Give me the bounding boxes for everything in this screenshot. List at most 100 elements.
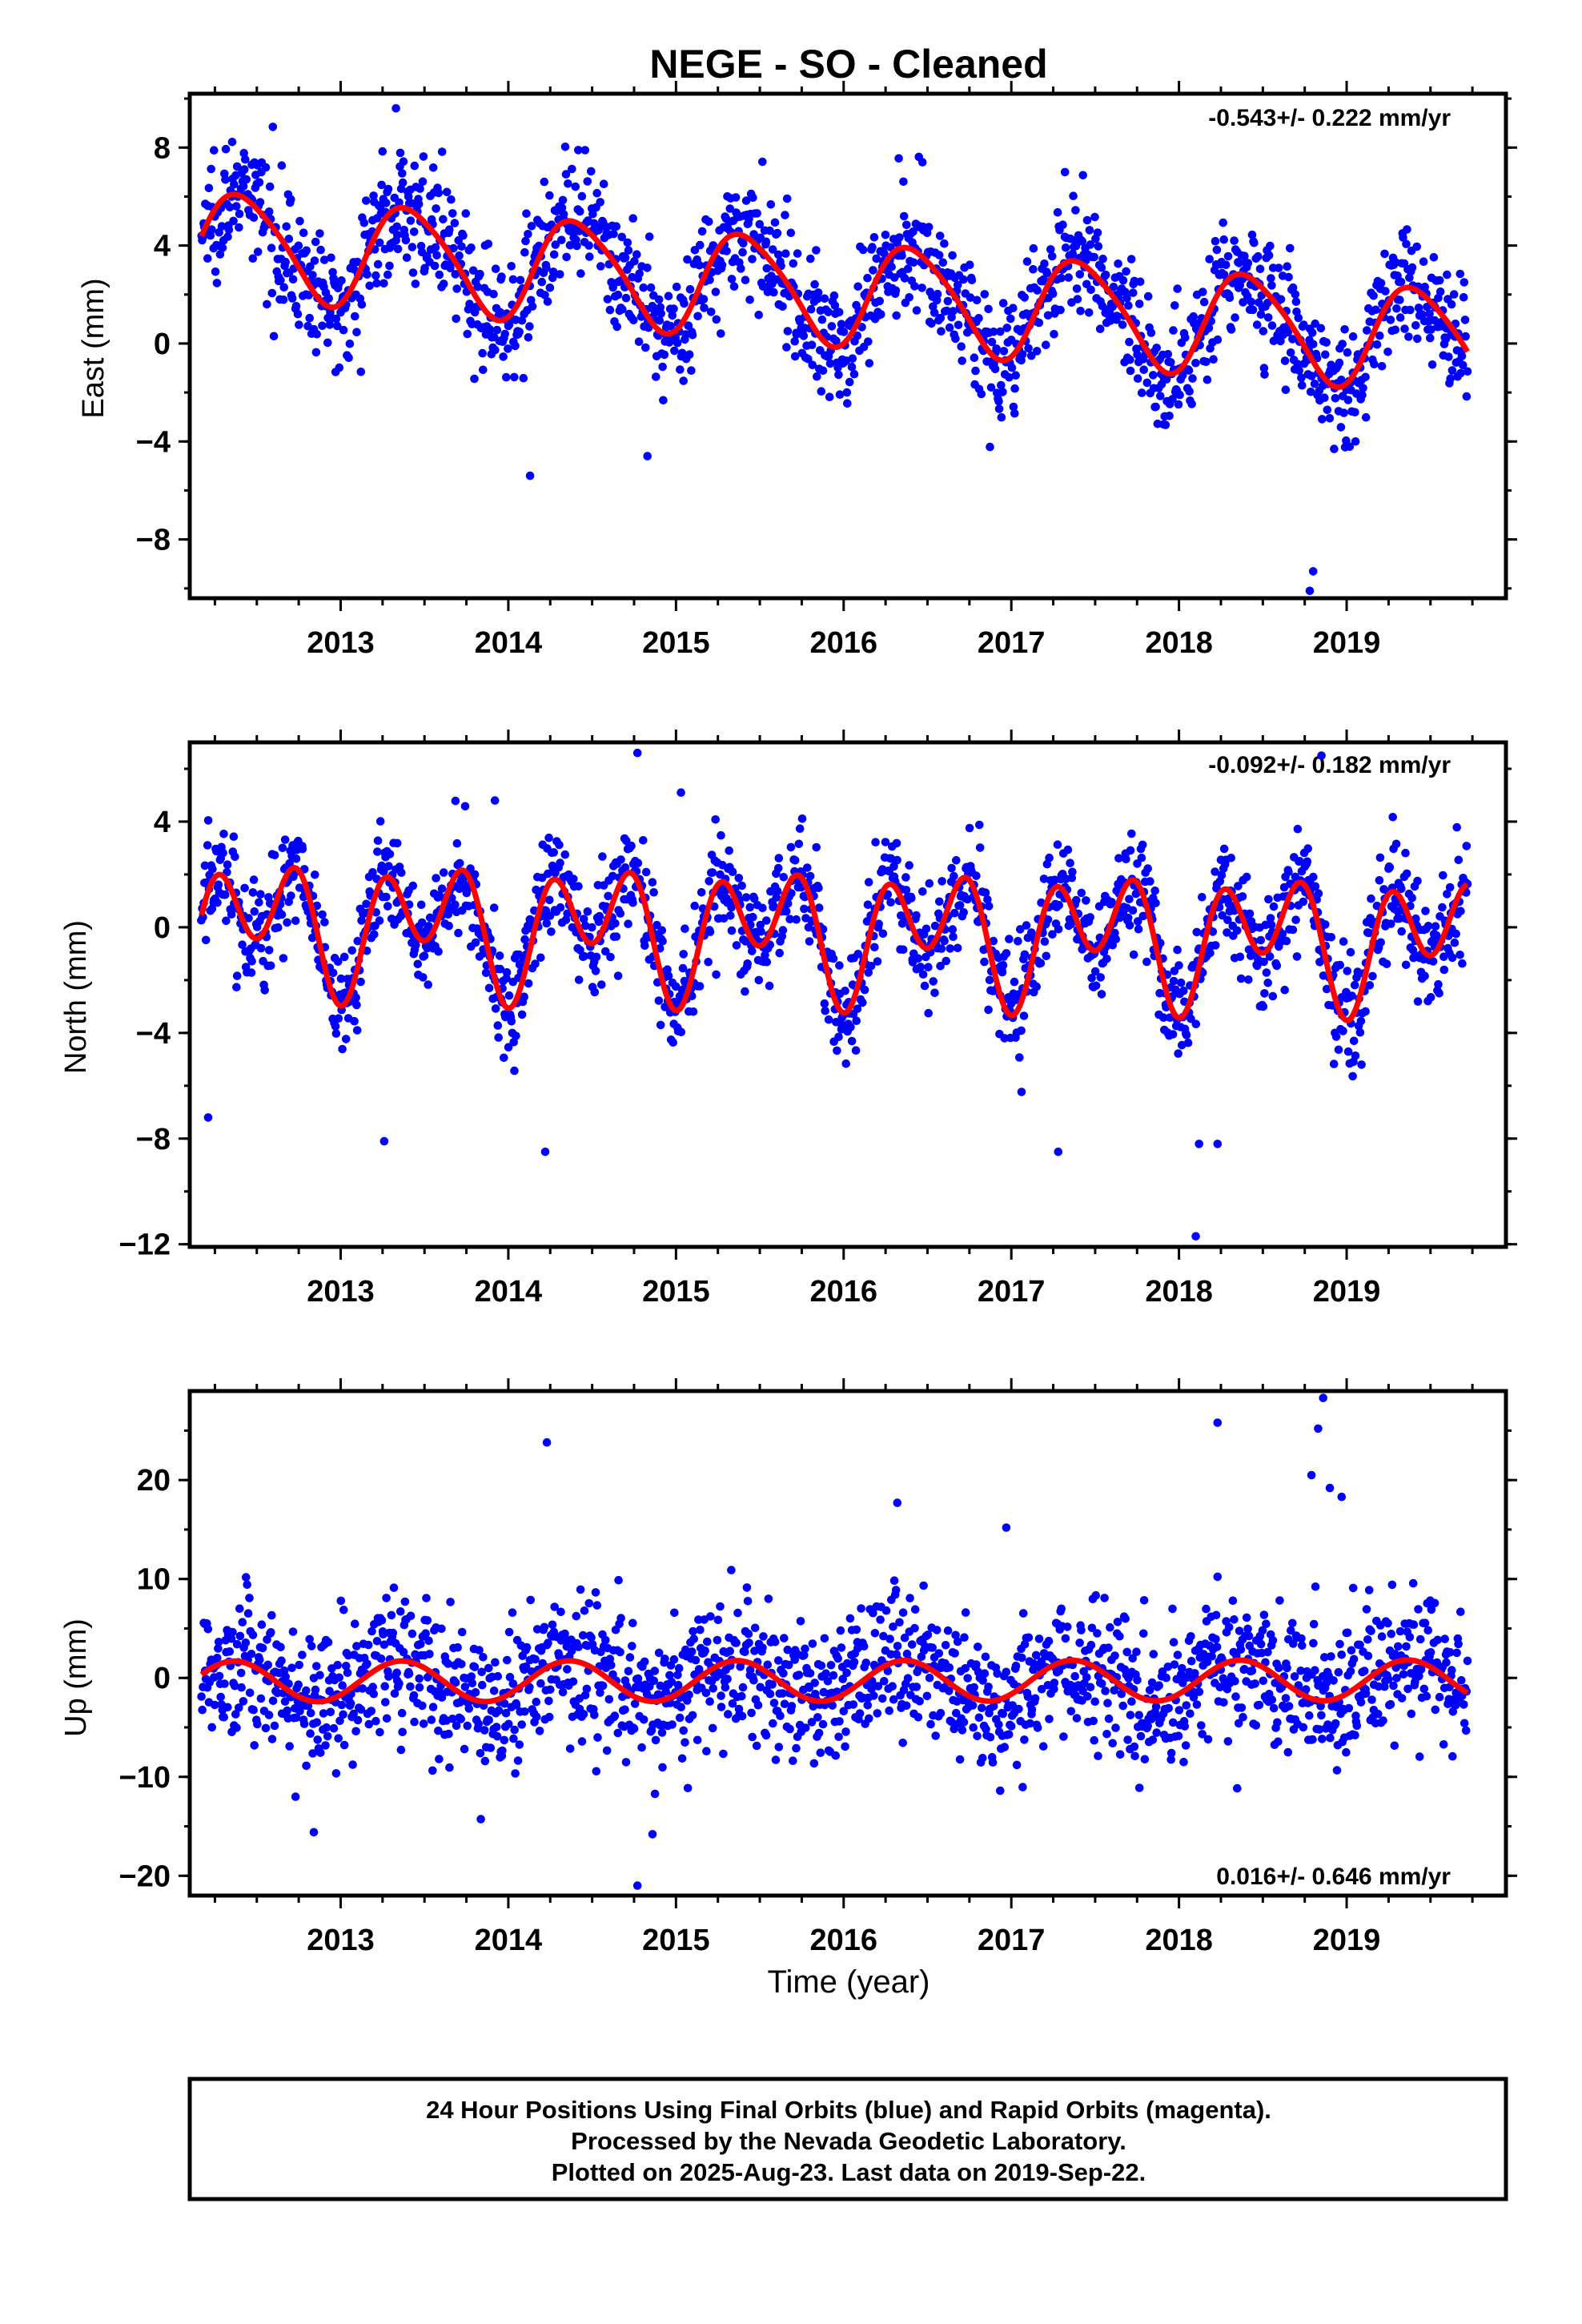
data-point <box>311 870 319 879</box>
data-point <box>437 1624 446 1634</box>
data-point <box>247 968 256 977</box>
data-point <box>960 1633 969 1642</box>
data-point <box>1264 251 1274 260</box>
data-point <box>1066 858 1074 867</box>
y-tick-label: 8 <box>154 131 171 165</box>
data-point <box>1082 215 1092 225</box>
data-point <box>649 1676 659 1686</box>
data-point <box>1038 1742 1048 1751</box>
data-point <box>1311 882 1320 891</box>
data-point <box>790 856 800 865</box>
data-point <box>294 241 303 251</box>
data-point <box>984 902 994 911</box>
data-point <box>689 1634 698 1643</box>
data-point <box>583 177 592 186</box>
data-point <box>1068 249 1078 259</box>
data-point <box>1343 348 1352 357</box>
data-point <box>1169 976 1178 986</box>
data-point <box>336 974 346 983</box>
data-point <box>1316 324 1326 333</box>
data-point <box>207 225 216 235</box>
data-point <box>348 1760 357 1769</box>
data-point <box>708 868 717 877</box>
data-point <box>812 246 821 255</box>
data-point <box>347 946 357 955</box>
data-point <box>927 319 936 328</box>
up-panel: Up (mm) 0.016+/- 0.646 mm/yr 20100−10−20… <box>59 1378 1517 1957</box>
data-point <box>731 193 741 202</box>
outlier-point <box>632 748 642 758</box>
data-point <box>1104 1714 1114 1723</box>
data-point <box>1351 408 1359 417</box>
data-point <box>1156 392 1165 400</box>
data-point <box>351 1619 359 1628</box>
data-point <box>1106 1622 1114 1632</box>
data-point <box>545 283 555 292</box>
data-point <box>924 963 933 971</box>
data-point <box>1072 284 1082 293</box>
data-point <box>392 838 402 848</box>
data-point <box>748 947 757 955</box>
data-point <box>630 1699 640 1708</box>
data-point <box>1423 303 1431 312</box>
data-point <box>666 321 675 331</box>
data-point <box>1057 1604 1066 1614</box>
data-point <box>321 1741 330 1750</box>
data-point <box>870 1629 880 1638</box>
data-point <box>892 838 901 848</box>
data-point <box>1320 393 1329 403</box>
data-point <box>404 192 413 201</box>
data-point <box>654 295 664 304</box>
data-point <box>1023 1692 1033 1702</box>
data-point <box>580 146 590 155</box>
data-point <box>331 1769 341 1778</box>
data-point <box>585 252 594 261</box>
data-point <box>737 264 745 273</box>
data-point <box>834 1732 843 1742</box>
data-point <box>860 985 869 995</box>
data-point <box>1262 968 1271 977</box>
data-point <box>255 198 265 207</box>
data-point <box>203 841 212 850</box>
data-point <box>693 312 702 321</box>
data-point <box>1430 316 1439 325</box>
data-point <box>1331 1032 1341 1041</box>
data-point <box>1002 1667 1011 1677</box>
data-point <box>794 1671 804 1679</box>
data-point <box>891 1586 901 1594</box>
data-point <box>1034 1634 1044 1643</box>
data-point <box>750 1623 760 1633</box>
data-point <box>1447 300 1456 309</box>
data-point <box>315 1671 324 1680</box>
data-point <box>520 247 529 257</box>
data-point <box>307 1642 316 1651</box>
data-point <box>842 388 852 397</box>
data-point <box>661 1655 669 1663</box>
data-point <box>1042 951 1051 961</box>
data-point <box>592 1601 602 1610</box>
data-point <box>873 1709 882 1718</box>
data-point <box>863 900 873 909</box>
data-point <box>1056 305 1065 315</box>
data-point <box>1087 974 1096 983</box>
data-point <box>1348 332 1358 341</box>
data-point <box>335 1716 344 1726</box>
data-point <box>574 1642 583 1651</box>
data-point <box>938 258 948 267</box>
data-point <box>398 169 407 178</box>
data-point <box>910 1605 920 1614</box>
north-panel: North (mm) -0.092+/- 0.182 mm/yr 40−4−8−… <box>59 730 1517 1309</box>
data-point <box>1122 1647 1131 1657</box>
data-point <box>697 888 706 897</box>
data-point <box>213 1654 222 1663</box>
data-point <box>670 346 679 356</box>
data-point <box>1112 312 1122 320</box>
data-point <box>460 802 470 811</box>
data-point <box>1274 263 1283 272</box>
data-point <box>883 890 893 899</box>
data-point <box>966 260 974 270</box>
data-point <box>1125 337 1134 347</box>
data-point <box>1419 257 1428 267</box>
data-point <box>654 1648 664 1658</box>
data-point <box>420 951 429 960</box>
